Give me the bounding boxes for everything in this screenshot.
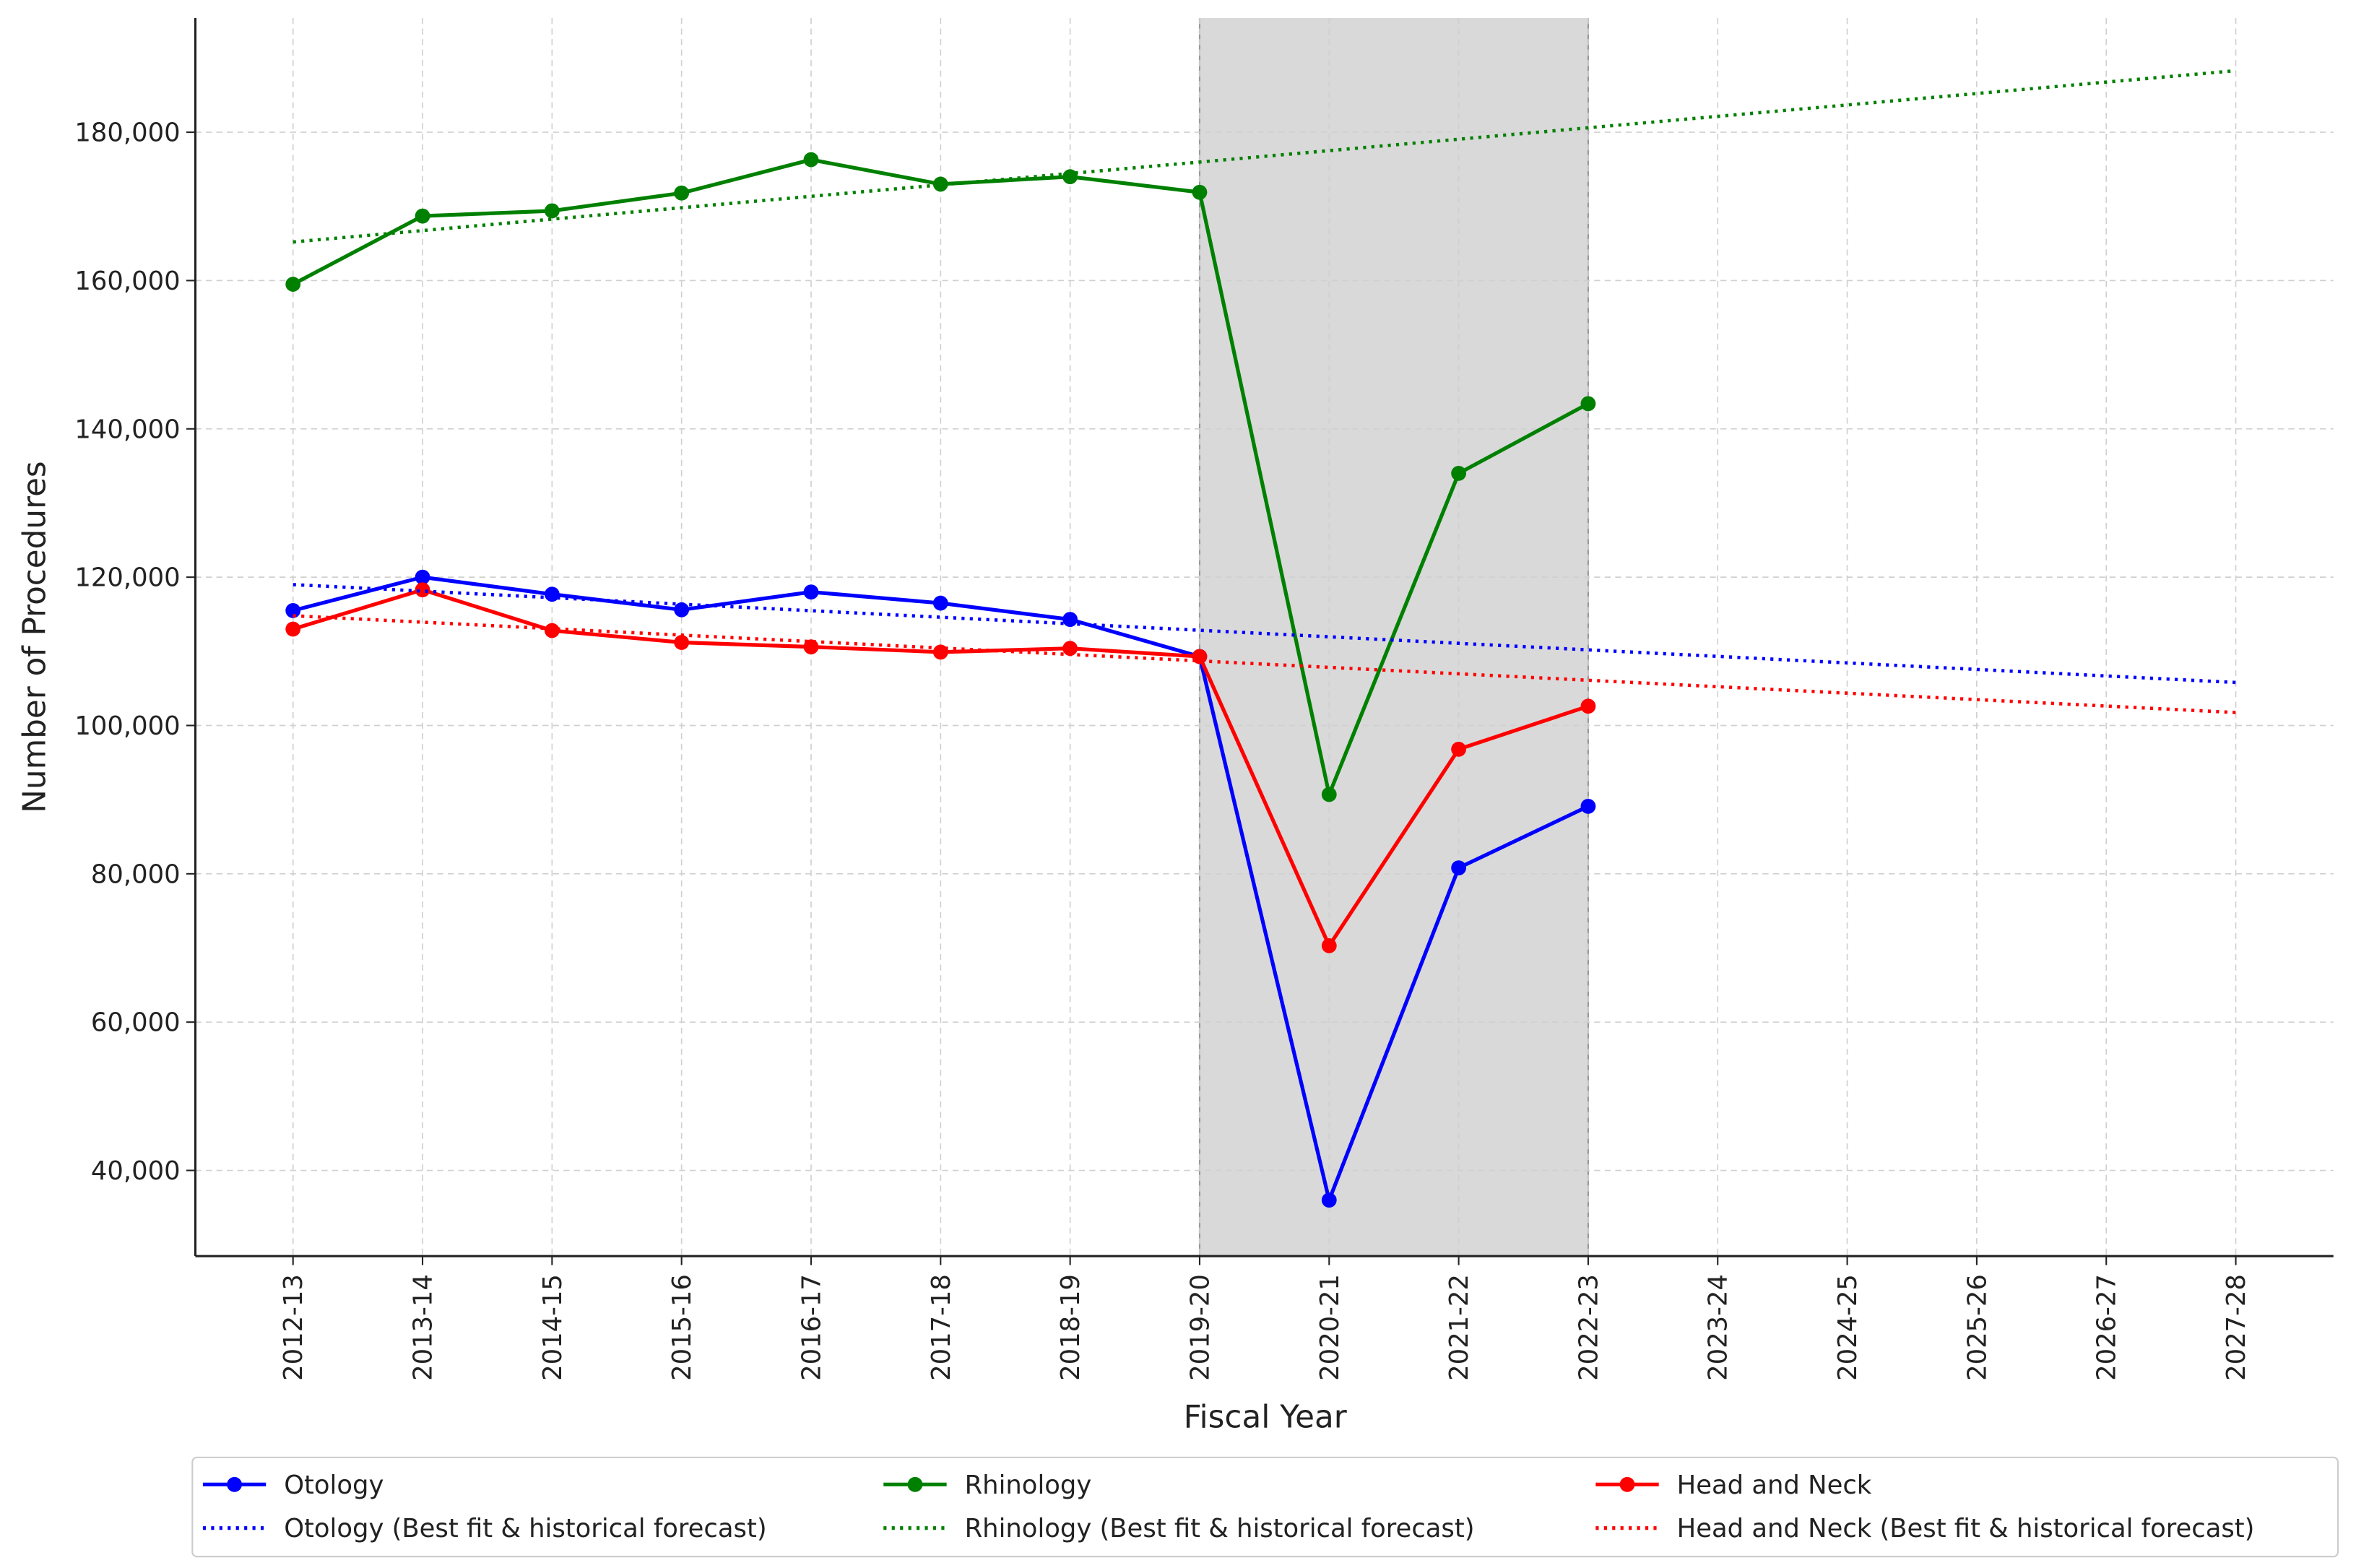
- legend-label: Rhinology: [965, 1470, 1092, 1500]
- axes-layer: 40,000 60,000 80,000 100,000 120,000 140,000 1…: [74, 17, 2334, 1381]
- x-tick-label: 2019-20: [1185, 1274, 1215, 1381]
- x-tick-label: 2024-25: [1833, 1274, 1863, 1381]
- data-point: [544, 586, 560, 602]
- x-tick-label: 2027-28: [2222, 1274, 2251, 1381]
- legend-marker: [907, 1476, 923, 1492]
- data-point: [674, 185, 690, 201]
- x-tick-label: 2016-17: [797, 1274, 826, 1381]
- grid-layer: [195, 17, 2334, 1257]
- legend-label: Head and Neck (Best fit & historical for…: [1677, 1514, 2255, 1543]
- y-tick-label: 120,000: [74, 563, 180, 593]
- legend-box: [191, 1456, 2339, 1558]
- x-tick-label: 2015-16: [667, 1274, 697, 1381]
- x-tick-label: 2026-27: [2092, 1274, 2122, 1381]
- data-point: [803, 152, 819, 168]
- data-point: [1580, 698, 1596, 714]
- legend-label: Otology (Best fit & historical forecast): [284, 1514, 766, 1543]
- data-point: [1321, 787, 1337, 802]
- data-point: [1062, 612, 1078, 628]
- data-point: [1192, 184, 1208, 200]
- data-point: [544, 203, 560, 219]
- data-point: [1451, 741, 1467, 757]
- trend-line: [293, 69, 2236, 244]
- data-point: [674, 635, 690, 650]
- x-tick-label: 2014-15: [538, 1274, 568, 1381]
- x-tick-label: 2017-18: [927, 1274, 956, 1381]
- data-point: [1451, 465, 1467, 481]
- y-tick-label: 40,000: [91, 1156, 181, 1186]
- data-point: [415, 582, 430, 597]
- data-point: [1451, 860, 1467, 876]
- data-point: [1580, 799, 1596, 814]
- x-tick-label: 2020-21: [1315, 1274, 1345, 1381]
- legend-marker: [227, 1476, 242, 1492]
- data-point: [1321, 1192, 1337, 1208]
- trend-line: [293, 583, 2236, 685]
- x-tick-label: 2022-23: [1574, 1274, 1603, 1381]
- data-point: [415, 208, 430, 224]
- x-axis-label: Fiscal Year: [1184, 1398, 1347, 1435]
- trend-line: [293, 614, 2236, 714]
- data-point: [1321, 938, 1337, 953]
- y-tick-label: 160,000: [74, 267, 180, 296]
- lines-layer: [285, 69, 2236, 1208]
- data-point: [1062, 169, 1078, 185]
- x-tick-label: 2013-14: [408, 1274, 438, 1381]
- data-point: [932, 176, 948, 192]
- data-point: [803, 584, 819, 600]
- legend-label: Head and Neck: [1677, 1470, 1872, 1500]
- x-tick-label: 2018-19: [1056, 1274, 1086, 1381]
- data-point: [285, 602, 301, 618]
- data-point: [544, 623, 560, 638]
- data-point: [415, 569, 430, 585]
- data-point: [674, 602, 690, 618]
- x-tick-label: 2025-26: [1962, 1274, 1992, 1381]
- data-point: [932, 595, 948, 611]
- x-tick-label: 2012-13: [279, 1274, 308, 1381]
- x-tick-label: 2023-24: [1704, 1274, 1733, 1381]
- y-tick-label: 140,000: [74, 415, 180, 444]
- y-tick-label: 60,000: [91, 1008, 181, 1038]
- data-point: [285, 277, 301, 292]
- legend-marker: [1619, 1476, 1635, 1492]
- legend-label: Otology: [284, 1470, 384, 1500]
- y-tick-label: 80,000: [91, 859, 181, 889]
- data-point: [1580, 396, 1596, 412]
- legend-label: Rhinology (Best fit & historical forecas…: [965, 1514, 1475, 1543]
- data-point: [285, 621, 301, 637]
- y-tick-label: 100,000: [74, 711, 180, 741]
- x-tick-label: 2021-22: [1445, 1274, 1474, 1381]
- y-axis-label: Number of Procedures: [16, 461, 53, 813]
- legend: Otology Rhinology Head and Neck Otology (Be…: [202, 1470, 2255, 1543]
- y-tick-label: 180,000: [74, 118, 180, 148]
- data-point: [1062, 641, 1078, 657]
